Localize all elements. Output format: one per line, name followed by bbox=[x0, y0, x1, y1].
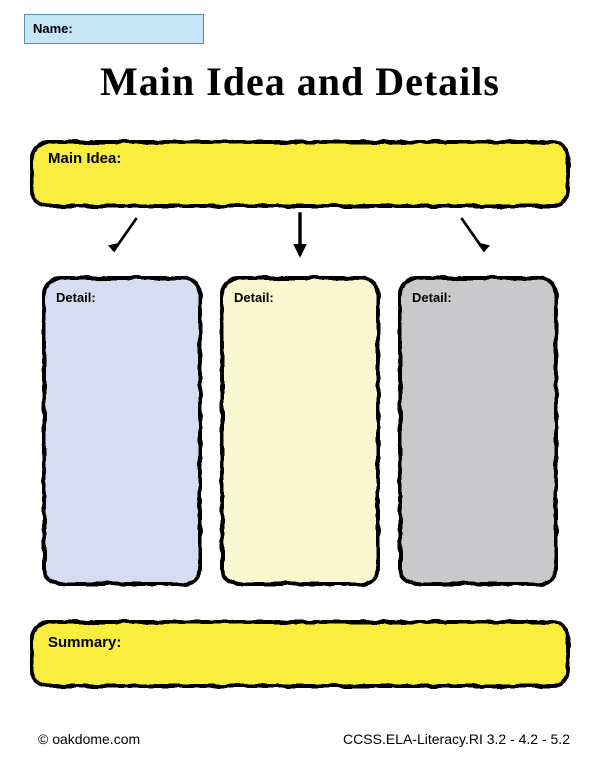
footer-copyright: © oakdome.com bbox=[38, 731, 140, 747]
arrow-to-detail-3 bbox=[458, 208, 498, 268]
name-field[interactable]: Name: bbox=[24, 14, 204, 44]
detail-box-2[interactable] bbox=[220, 276, 380, 586]
summary-label: Summary: bbox=[48, 634, 121, 651]
arrow-to-detail-1 bbox=[100, 208, 140, 268]
main-idea-label: Main Idea: bbox=[48, 150, 121, 167]
detail-label-1: Detail: bbox=[56, 290, 96, 305]
arrow-to-detail-2 bbox=[280, 208, 320, 268]
detail-box-1[interactable] bbox=[42, 276, 202, 586]
summary-box[interactable] bbox=[30, 620, 570, 688]
detail-label-3: Detail: bbox=[412, 290, 452, 305]
detail-box-3[interactable] bbox=[398, 276, 558, 586]
detail-label-2: Detail: bbox=[234, 290, 274, 305]
page-title: Main Idea and Details bbox=[0, 58, 600, 105]
footer-standard: CCSS.ELA-Literacy.RI 3.2 - 4.2 - 5.2 bbox=[343, 731, 570, 747]
name-label: Name: bbox=[33, 21, 73, 36]
